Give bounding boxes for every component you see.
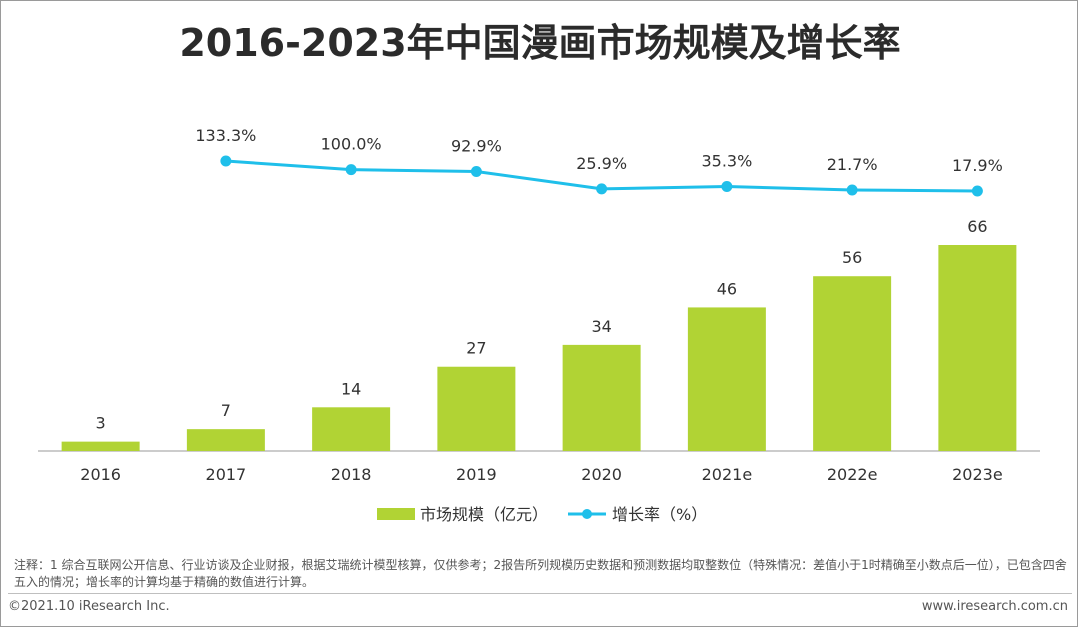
legend-line-marker [582, 509, 592, 519]
bar-value-label-2020: 34 [591, 317, 611, 336]
bar-2017 [186, 429, 265, 451]
bar-value-label-2018: 14 [341, 379, 361, 398]
bar-2023e [938, 245, 1017, 451]
x-tick-label-2017: 2017 [206, 465, 247, 484]
footer-divider [8, 593, 1072, 594]
bar-value-label-2021e: 46 [717, 279, 737, 298]
growth-point-2017 [220, 155, 232, 167]
x-tick-label-2019: 2019 [456, 465, 497, 484]
chart-title: 2016-2023年中国漫画市场规模及增长率 [179, 21, 901, 65]
bar-value-label-2016: 3 [96, 414, 106, 433]
legend-line-label: 增长率（%） [612, 505, 707, 524]
growth-label-2022e: 21.7% [827, 155, 878, 174]
growth-label-2021e: 35.3% [701, 151, 752, 170]
bar-value-label-2023e: 66 [967, 217, 987, 236]
bar-value-label-2022e: 56 [842, 248, 862, 267]
footnote: 注释：1 综合互联网公开信息、行业访谈及企业财报，根据艾瑞统计模型核算，仅供参考… [14, 558, 1067, 589]
x-tick-label-2022e: 2022e [827, 465, 878, 484]
x-tick-label-2021e: 2021e [702, 465, 753, 484]
bar-2016 [61, 441, 140, 451]
growth-label-2020: 25.9% [576, 154, 627, 173]
growth-label-2023e: 17.9% [952, 156, 1003, 175]
x-tick-label-2020: 2020 [581, 465, 622, 484]
legend-bar-swatch [377, 508, 415, 520]
copyright-text: ©2021.10 iResearch Inc. [8, 599, 170, 614]
bar-2018 [312, 407, 391, 451]
growth-label-2019: 92.9% [451, 137, 502, 156]
combo-chart: 3 2016 7 2017 14 2018 27 2019 34 2020 46 2021e 56 202… [38, 126, 1040, 524]
x-tick-label-2023e: 2023e [952, 465, 1003, 484]
x-tick-label-2018: 2018 [331, 465, 372, 484]
website-link[interactable]: www.iresearch.com.cn [921, 599, 1068, 614]
growth-point-2020 [596, 183, 608, 195]
bar-2019 [437, 366, 516, 451]
bar-value-label-2017: 7 [221, 401, 231, 420]
x-tick-label-2016: 2016 [80, 465, 121, 484]
growth-point-2018 [345, 164, 357, 176]
growth-point-2021e [721, 180, 733, 192]
growth-label-2018: 100.0% [321, 135, 382, 154]
legend-bar-label: 市场规模（亿元） [420, 505, 548, 524]
growth-label-2017: 133.3% [195, 126, 256, 145]
bar-2022e [813, 276, 892, 451]
growth-point-2019 [470, 166, 482, 178]
bar-value-label-2019: 27 [466, 339, 486, 358]
bar-2021e [687, 307, 766, 451]
growth-point-2023e [971, 185, 983, 197]
bar-2020 [562, 344, 641, 451]
growth-point-2022e [846, 184, 858, 196]
